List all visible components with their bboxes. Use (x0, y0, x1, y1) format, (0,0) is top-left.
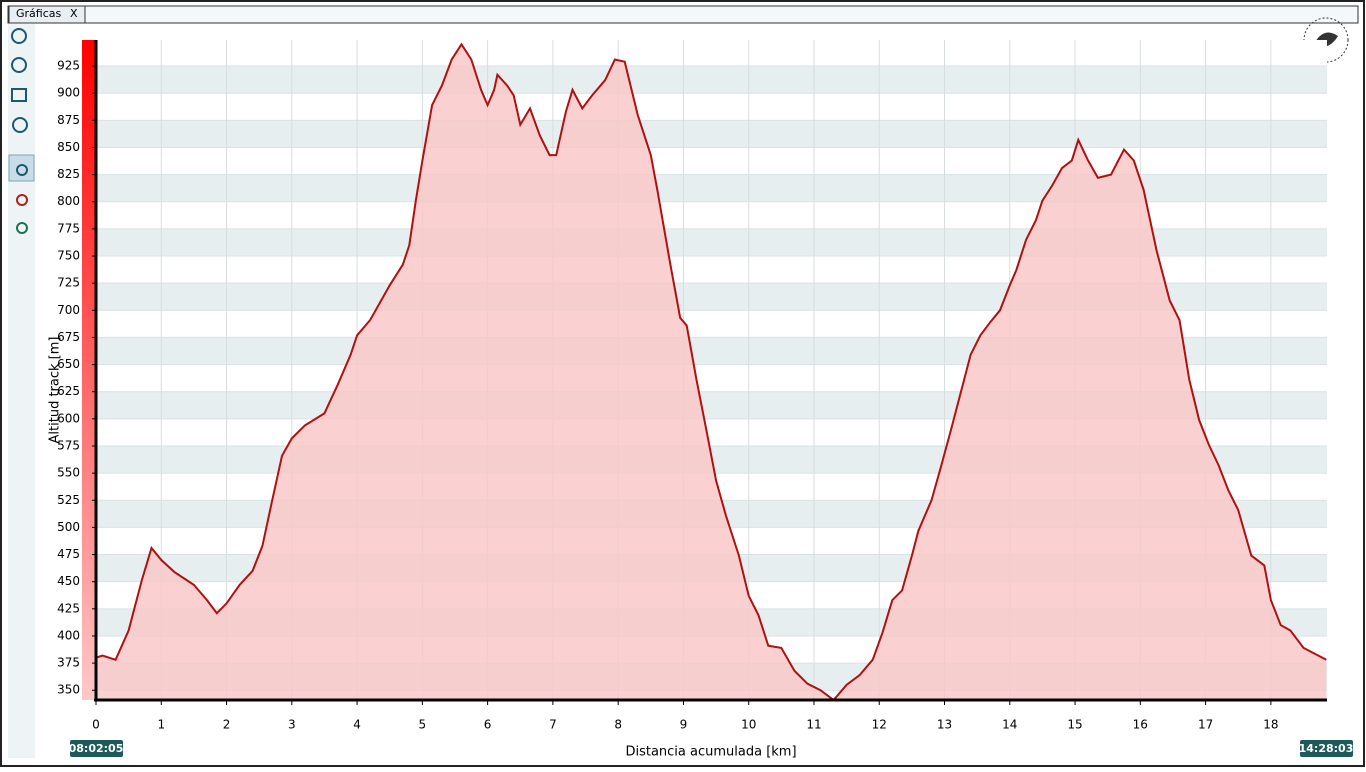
x-icon[interactable] (16, 194, 28, 206)
y-tick-label: 875 (57, 113, 80, 127)
y-tick-label: 350 (57, 683, 80, 697)
x-tick-label: 15 (1067, 718, 1082, 732)
y-tick-label: 700 (57, 303, 80, 317)
y-tick-label: 475 (57, 547, 80, 561)
fit[interactable] (11, 88, 27, 102)
y-tick-label: 425 (57, 601, 80, 615)
x-tick-label: 0 (92, 718, 100, 732)
y-tick-label: 500 (57, 520, 80, 534)
x-axis-label: Distancia acumulada [km] (625, 745, 796, 760)
tab-close[interactable]: X (70, 7, 78, 20)
x-tick-label: 3 (288, 718, 296, 732)
y-tick-label: 725 (57, 276, 80, 290)
y-tick-label: 675 (57, 330, 80, 344)
y-tick-label: 375 (57, 656, 80, 670)
grid-band (96, 120, 1327, 148)
tab-title: Gráficas (16, 7, 62, 20)
area-line (95, 42, 1327, 702)
start-time-badge (70, 740, 123, 757)
x-tick-label: 14 (1002, 718, 1017, 732)
xy-icon (16, 164, 28, 176)
y-tick-label: 800 (57, 194, 80, 208)
start-time: 08:02:05 (69, 742, 124, 755)
plot: 3503754004254504755005255505756006256506… (57, 40, 1327, 732)
x-tick-label: 12 (872, 718, 887, 732)
y-tick-label: 775 (57, 221, 80, 235)
toolbar-icons (8, 28, 35, 234)
y-tick-label: 400 (57, 628, 80, 642)
zoom-out[interactable] (11, 57, 27, 73)
y-tick-label: 525 (57, 493, 80, 507)
y-tick-label: 625 (57, 384, 80, 398)
x-tick-label: 1 (157, 718, 165, 732)
x-tick-label: 17 (1198, 718, 1213, 732)
x-tick-label: 7 (549, 718, 557, 732)
end-time-badge (1300, 740, 1353, 757)
x-tick-label: 10 (741, 718, 756, 732)
x-tick-label: 6 (484, 718, 492, 732)
y-tick-label: 600 (57, 411, 80, 425)
x-tick-label: 11 (806, 718, 821, 732)
y-tick-label: 450 (57, 574, 80, 588)
y-tick-label: 825 (57, 167, 80, 181)
tab[interactable] (8, 5, 86, 24)
zoom-reset[interactable] (12, 117, 28, 133)
y-tick-label: 650 (57, 357, 80, 371)
x-tick-label: 18 (1263, 718, 1278, 732)
xy-toggle[interactable] (8, 154, 35, 182)
y-tick-label: 850 (57, 140, 80, 154)
y-icon[interactable] (16, 222, 28, 234)
x-tick-label: 8 (614, 718, 622, 732)
color-scale (82, 40, 96, 700)
grid-band (96, 66, 1327, 94)
y-tick-label: 750 (57, 249, 80, 263)
area-fill (96, 44, 1327, 701)
x-tick-label: 2 (223, 718, 231, 732)
y-axis-label: Altitud track [m] (48, 337, 63, 444)
end-time: 14:28:03 (1299, 742, 1354, 755)
x-tick-label: 5 (419, 718, 427, 732)
x-tick-label: 16 (1133, 718, 1148, 732)
x-tick-label: 13 (937, 718, 952, 732)
y-tick-label: 575 (57, 438, 80, 452)
tab-bar (7, 5, 1359, 24)
x-tick-label: 9 (680, 718, 688, 732)
y-tick-label: 925 (57, 59, 80, 73)
toolbar (8, 24, 35, 758)
zoom-in[interactable] (11, 28, 27, 44)
y-tick-label: 550 (57, 466, 80, 480)
y-tick-label: 900 (57, 86, 80, 100)
x-tick-label: 4 (353, 718, 361, 732)
